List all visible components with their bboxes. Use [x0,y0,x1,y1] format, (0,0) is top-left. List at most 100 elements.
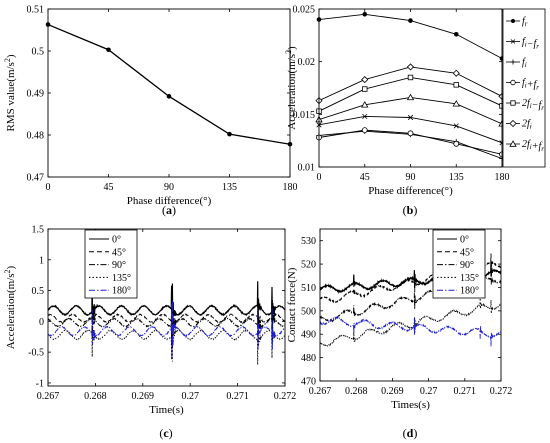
y-tick-label: 0.5 [32,286,45,297]
chart-a: 0 45 90 135 180 0.47 0.48 0.49 0.5 0.51 Phase diff… [3,5,298,218]
data-point [453,82,459,88]
x-tick-label: 0 [317,172,322,183]
panel-caption: (c) [159,426,172,440]
y-tick-label: 0.01 [298,163,316,174]
x-tick-label: 180 [495,172,510,183]
legend-label: fi [522,57,527,69]
y-tick-label: 0 [39,317,44,328]
y-tick-label: 500 [301,306,316,317]
data-point [362,11,368,17]
data-point [407,74,414,81]
y-tick-label: 0.51 [27,5,45,16]
data-point [407,130,414,137]
data-point [166,94,172,99]
panel-caption: (a) [162,203,176,217]
x-tick-label: 0.267 [309,386,332,397]
x-tick-label: 135 [449,172,464,183]
y-tick-label: 0.5 [32,47,45,58]
x-tick-label: 0.271 [226,391,249,402]
plot-frame [47,228,286,387]
data-point [406,63,415,71]
y-tick-label: 1.5 [32,225,45,236]
x-tick-label: 0.272 [274,391,297,402]
legend-label: 90° [112,260,126,271]
panel-caption: (b) [403,203,418,217]
x-tick-label: 90 [406,172,416,183]
y-tick-label: -0.5 [28,348,44,359]
data-point [453,31,459,37]
data-point [362,113,368,120]
plot-frame [319,228,502,382]
series-line-0 [48,281,285,341]
legend-label: 45° [460,247,474,258]
y-axis-label: Contact force(N) [286,267,298,342]
data-point [407,114,414,121]
series-line-3 [48,305,285,365]
legend-label: 180° [460,286,479,297]
legend [502,8,546,168]
x-tick-label: 180 [283,182,298,193]
chart-d: 0.267 0.268 0.269 0.27 0.271 0.272 470 480 490 50… [286,228,513,440]
legend-marker [510,59,516,65]
y-tick-label: 520 [301,260,316,271]
legend-label: 180° [112,286,131,297]
x-axis-label: Phase difference(°) [127,195,212,207]
chart-c: 0.267 0.268 0.269 0.27 0.271 0.272 -1 -0.5 0 0.5 1… [3,225,296,441]
legend-label: 135° [460,273,479,284]
y-axis-label: RMS value(m/s2) [3,54,17,131]
data-point [361,127,368,134]
x-axis-label: Times(s) [391,399,430,411]
legend-marker [509,119,517,128]
legend-label: 2fi+fr [522,139,544,153]
y-tick-label: 470 [301,377,316,388]
y-tick-label: -1 [36,378,44,389]
legend [432,229,486,299]
series-line-3 [320,296,501,348]
y-tick-label: 1 [39,255,44,266]
series-line-2 [48,293,285,358]
series-line-0 [48,23,290,145]
y-tick-label: 0.02 [298,57,316,68]
data-point [361,101,369,108]
legend-label: fi−fr [522,37,539,51]
x-tick-label: 0.269 [381,386,404,397]
x-axis-label: Time(s) [149,404,184,416]
legend-marker [510,79,516,86]
panel-caption: (d) [403,426,418,440]
series-line-4 [48,300,285,359]
x-tick-label: 0.271 [454,386,477,397]
y-tick-label: 480 [301,353,316,364]
x-tick-label: 0 [46,182,51,193]
y-axis-label: Acceleration(m/s2) [284,46,298,130]
data-point [453,140,460,147]
legend-label: 0° [112,235,121,246]
legend-marker [510,100,516,106]
legend [84,229,138,299]
x-tick-label: 0.268 [345,386,368,397]
y-tick-label: 0.015 [293,110,316,121]
data-point [452,99,460,107]
data-point [453,123,459,129]
data-point [106,47,111,53]
legend-label: 2fi [522,119,532,131]
legend-label: 2fi−fr [522,98,544,112]
data-point [361,76,369,84]
legend-label: 90° [460,260,474,271]
x-tick-label: 0.267 [37,391,60,402]
legend-label: fr [522,16,528,28]
y-axis-label: Acceleration(m/s2) [3,265,17,349]
x-tick-label: 0.272 [490,386,513,397]
x-tick-label: 135 [222,182,237,193]
legend-label: fi+fr [522,78,539,92]
x-tick-label: 45 [360,172,370,183]
legend-label: 45° [112,247,126,258]
x-tick-label: 0.27 [420,386,438,397]
data-point [227,131,232,137]
y-tick-label: 0.49 [27,89,45,100]
legend-marker [511,19,515,23]
legend-label: 0° [460,235,469,246]
y-tick-label: 530 [301,236,316,247]
y-tick-label: 0.47 [27,173,45,184]
x-tick-label: 0.268 [84,391,107,402]
